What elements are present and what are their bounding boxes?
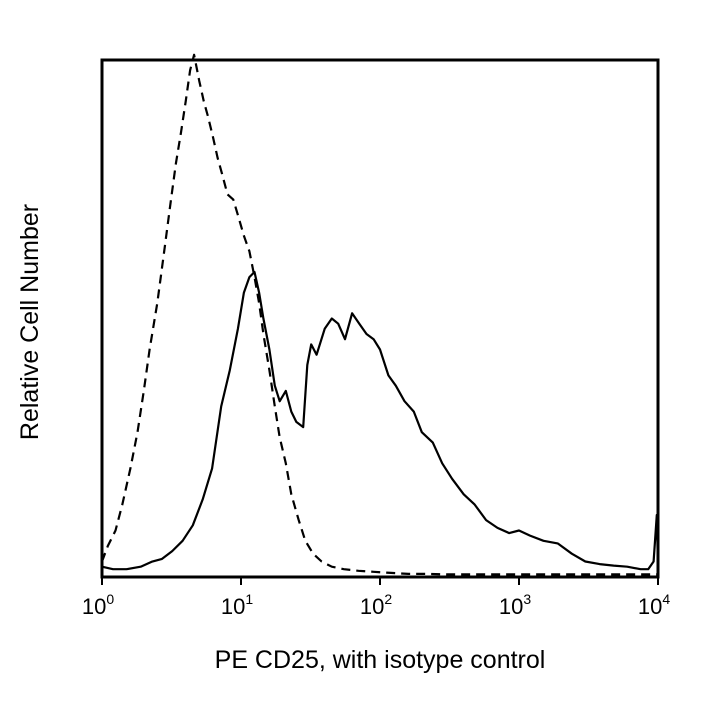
y-axis-title: Relative Cell Number	[16, 204, 44, 440]
x-axis: 100 101 102 103 104	[82, 577, 670, 619]
series-line-isotype-control	[100, 53, 658, 576]
x-tick-label: 104	[638, 591, 670, 619]
x-tick-label: 103	[499, 591, 531, 619]
plot-frame	[100, 58, 660, 579]
x-tick-label: 101	[221, 591, 253, 619]
x-tick-label: 100	[82, 591, 114, 619]
x-axis-title: PE CD25, with isotype control	[215, 646, 546, 674]
series-layer	[100, 53, 660, 576]
series-line-pe-cd25	[101, 270, 660, 571]
x-tick-label: 102	[360, 591, 392, 619]
